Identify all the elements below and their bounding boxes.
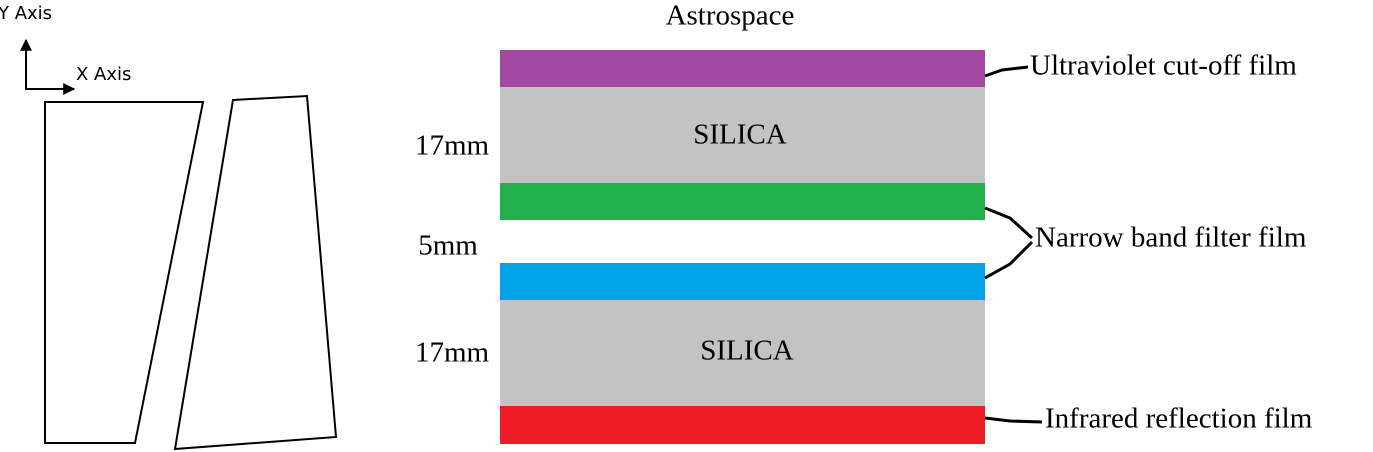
layer-label: SILICA [693,119,787,151]
uv-film [500,50,985,87]
silica-layer [500,87,985,183]
callout-line [984,65,1029,78]
film-label: Ultraviolet cut-off film [1030,50,1297,82]
thickness-label: 5mm [418,230,478,262]
film-label: Infrared reflection film [1045,403,1313,435]
prism-left [44,101,205,444]
prism-right [173,94,338,451]
film-label: Narrow band filter film [1035,222,1307,254]
y-axis-label: Y Axis [0,3,52,24]
axes: Y Axis X Axis [0,3,131,95]
filter-film [500,263,985,300]
layer-label: SILICA [700,335,794,367]
callout-line [984,240,1034,280]
callout-line [984,206,1034,240]
silica-layer [500,300,985,406]
callout-line [984,416,1043,424]
ir-film [500,406,985,444]
callout-lines [984,65,1043,424]
thickness-label: 17mm [415,337,490,369]
x-axis-label: X Axis [76,64,131,85]
filter-film [500,183,985,220]
stack-title: Astrospace [666,0,795,32]
thickness-label: 17mm [415,130,490,162]
